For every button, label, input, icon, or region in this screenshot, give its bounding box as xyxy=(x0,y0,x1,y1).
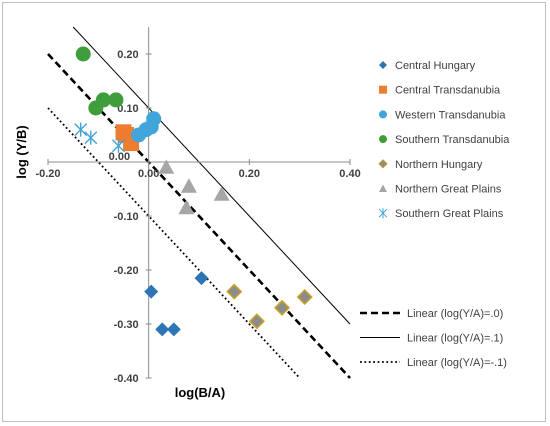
legend-label: Northern Hungary xyxy=(395,159,483,171)
line-legend-label: Linear (log(Y/A)=.1) xyxy=(407,333,503,345)
data-point-northern-hungary xyxy=(296,288,313,306)
legend-label: Central Transdanubia xyxy=(395,85,501,97)
legend-label: Northern Great Plains xyxy=(395,184,502,196)
data-point-northern-hungary xyxy=(248,313,265,330)
data-point-central-hungary xyxy=(166,322,181,337)
y-axis-title: log (Y/B) xyxy=(14,125,29,178)
legend-marker xyxy=(379,135,387,144)
line-legend: Linear (log(Y/A)=.0) Linear (log(Y/A)=.1)… xyxy=(360,308,507,369)
data-point-northern-hungary xyxy=(273,299,291,316)
x-tick-label: 0.20 xyxy=(239,168,260,180)
y-tick-label: 0.00 xyxy=(109,151,130,163)
data-point-southern-great-plains xyxy=(84,130,98,145)
data-point-southern-great-plains xyxy=(74,122,88,137)
legend-marker xyxy=(378,208,388,219)
legend-marker xyxy=(379,85,387,94)
line-legend-label: Linear (log(Y/A)=.0) xyxy=(407,308,503,320)
data-point-southern-transdanubia xyxy=(95,92,111,108)
data-point-northern-great-plains xyxy=(158,159,175,174)
data-points xyxy=(74,46,313,337)
trend-line xyxy=(72,26,351,325)
data-point-southern-great-plains xyxy=(111,138,125,153)
line-legend-label: Linear (log(Y/A)=-.1) xyxy=(407,357,507,369)
axes xyxy=(47,27,351,379)
y-tick-label: 0.10 xyxy=(117,103,138,115)
legend-label: Central Hungary xyxy=(395,60,476,72)
data-point-central-hungary xyxy=(194,271,209,286)
data-point-northern-hungary xyxy=(226,283,243,300)
trend-line xyxy=(47,107,301,379)
legend-marker xyxy=(378,159,388,169)
y-tick-label: 0.20 xyxy=(117,49,138,61)
legend-label: Southern Great Plains xyxy=(395,208,504,220)
y-tick-label: -0.20 xyxy=(114,265,139,277)
legend: Central Hungary Central Transdanubia Weste… xyxy=(378,60,510,220)
tick-labels: -0.20 0.00 0.20 0.40 0.20 0.10 0.00 -0.10 -0.20 -… xyxy=(35,49,360,385)
y-tick-label: -0.30 xyxy=(114,319,139,331)
chart-frame xyxy=(2,2,546,422)
data-point-central-hungary xyxy=(144,284,159,299)
data-point-western-transdanubia xyxy=(146,111,162,127)
data-point-northern-great-plains xyxy=(213,186,230,201)
data-point-northern-great-plains xyxy=(178,199,195,215)
legend-label: Western Transdanubia xyxy=(395,109,506,121)
legend-marker xyxy=(379,110,387,119)
legend-marker xyxy=(379,61,387,69)
data-point-southern-transdanubia xyxy=(108,92,124,108)
data-point-central-hungary xyxy=(155,322,170,337)
trend-lines xyxy=(47,26,351,379)
x-axis-title: log(B/A) xyxy=(175,385,226,400)
x-tick-label: 0.00 xyxy=(138,168,159,180)
x-tick-label: 0.40 xyxy=(339,168,360,180)
data-point-northern-great-plains xyxy=(180,178,197,193)
trend-line xyxy=(47,53,351,379)
x-tick-label: -0.20 xyxy=(35,168,60,180)
legend-label: Southern Transdanubia xyxy=(395,134,510,146)
data-point-southern-transdanubia xyxy=(75,46,91,62)
legend-marker xyxy=(379,184,387,192)
y-tick-label: -0.10 xyxy=(114,211,139,223)
y-tick-label: -0.40 xyxy=(114,373,139,385)
